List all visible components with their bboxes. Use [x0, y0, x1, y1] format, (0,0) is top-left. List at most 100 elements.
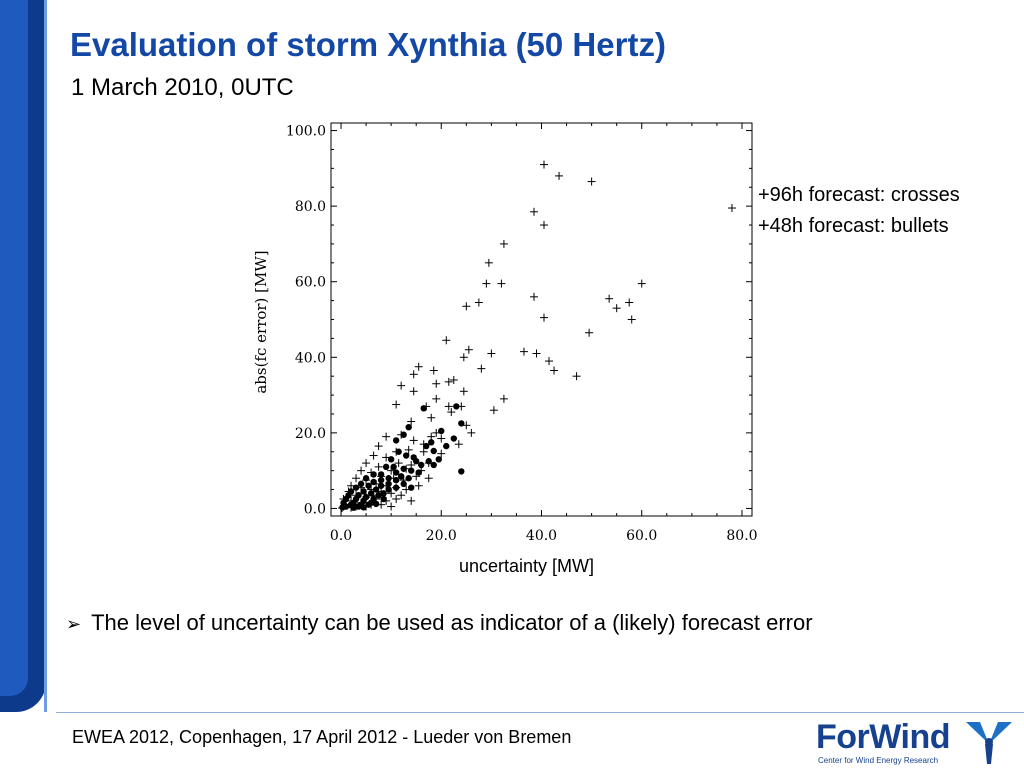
cross-point — [587, 177, 596, 186]
cross-point — [540, 313, 549, 322]
bullet-point-marker — [377, 476, 385, 484]
bullet-point-marker — [370, 478, 377, 486]
bullet-point-marker — [365, 482, 372, 489]
bullet-point-marker — [392, 476, 400, 484]
x-axis-label: uncertainty [MW] — [459, 556, 595, 576]
bullet-point-marker — [365, 501, 372, 508]
bullet-point-marker — [377, 471, 385, 478]
cross-point — [419, 447, 428, 456]
cross-point — [605, 294, 614, 303]
cross-point — [484, 258, 493, 267]
bullet-point-marker — [458, 420, 465, 427]
axis-ticks — [331, 123, 752, 516]
bullet-point-marker — [380, 495, 387, 503]
cross-point — [437, 434, 446, 443]
cross-point — [532, 349, 541, 358]
data-points — [338, 160, 736, 513]
cross-point — [387, 502, 396, 511]
x-tick-label: 60.0 — [626, 528, 657, 544]
bullet-point-marker — [372, 486, 380, 493]
bullet-point-marker — [420, 405, 427, 412]
bullet-point-marker — [362, 475, 370, 482]
bullet-point-marker — [415, 469, 422, 476]
cross-point — [444, 402, 453, 411]
bullet-point-marker — [372, 500, 380, 508]
cross-point — [414, 362, 423, 371]
bullet-point-marker — [400, 480, 407, 488]
cross-point — [585, 328, 594, 337]
cross-point — [627, 315, 636, 324]
bullet-point-marker — [380, 490, 387, 497]
bullet-point-marker — [397, 473, 405, 480]
cross-point — [550, 366, 559, 375]
bullet-point-marker — [407, 484, 415, 491]
cross-point — [444, 377, 453, 386]
cross-point — [374, 462, 383, 471]
bullet-point-marker — [377, 482, 385, 489]
bullet-point-marker — [435, 456, 442, 463]
cross-point — [429, 366, 438, 375]
cross-point — [625, 298, 634, 307]
cross-point — [357, 466, 366, 475]
cross-point — [459, 353, 468, 362]
cross-point — [459, 387, 468, 396]
bullet-point-marker — [355, 503, 362, 510]
cross-point — [555, 171, 564, 180]
forwind-logo: ForWind Center for Wind Energy Research — [816, 718, 1016, 766]
cross-point — [409, 387, 418, 396]
cross-point — [454, 440, 463, 449]
cross-point — [467, 428, 476, 437]
bullet-point-marker — [392, 469, 400, 476]
cross-point — [499, 239, 508, 248]
x-tick-label: 20.0 — [426, 528, 457, 544]
y-tick-label: 0.0 — [304, 501, 326, 517]
bullet-point-marker — [395, 448, 402, 455]
bullet-point-marker — [360, 504, 367, 511]
footer-text: EWEA 2012, Copenhagen, 17 April 2012 - L… — [72, 727, 572, 747]
cross-point — [409, 370, 418, 379]
plot-frame — [330, 122, 753, 517]
legend-crosses: +96h forecast: crosses — [758, 184, 960, 206]
cross-point — [352, 474, 361, 483]
y-tick-label: 100.0 — [286, 124, 326, 140]
cross-point — [727, 204, 736, 213]
bullet-point-marker — [387, 456, 395, 463]
cross-point — [529, 292, 538, 301]
bullet-point-marker — [385, 480, 392, 488]
bullet-point-marker — [370, 471, 377, 478]
slide-title: Evaluation of storm Xynthia (50 Hertz) — [70, 26, 666, 63]
logo-name: ForWind — [816, 718, 951, 756]
cross-point — [449, 375, 458, 384]
cross-point — [545, 357, 554, 366]
axis-tick-labels: 0.0 20.0 40.0 60.0 80.0 0.0 20.0 40.0 60.0 80.0 10… — [286, 124, 758, 544]
x-tick-label: 0.0 — [330, 528, 352, 544]
bullet-point-marker — [402, 452, 410, 459]
bullet-point-marker — [392, 437, 400, 444]
slide-subtitle: 1 March 2010, 0UTC — [71, 74, 294, 101]
bullet-point-marker — [430, 461, 437, 469]
cross-point — [392, 400, 401, 409]
cross-point — [462, 302, 471, 311]
cross-point — [432, 379, 441, 388]
legend-bullets: +48h forecast: bullets — [758, 215, 949, 237]
cross-point — [489, 406, 498, 415]
cross-point — [487, 349, 496, 358]
bullet-point-marker — [407, 467, 415, 474]
cross-point — [612, 304, 621, 313]
cross-point — [424, 474, 433, 483]
cross-point — [497, 279, 506, 288]
bullet-point-marker — [430, 447, 437, 455]
bullet-point-marker — [418, 461, 425, 469]
y-tick-label: 80.0 — [295, 199, 326, 215]
x-tick-label: 80.0 — [726, 528, 757, 544]
cross-point — [572, 372, 581, 381]
bullet-point-marker — [375, 492, 382, 499]
cross-point — [519, 347, 528, 356]
bullet-point-marker — [352, 484, 360, 491]
logo-tagline: Center for Wind Energy Research — [818, 756, 939, 765]
bullet-point-marker — [453, 403, 460, 410]
bullet-point-marker — [367, 490, 375, 497]
cross-point — [369, 451, 378, 460]
cross-point — [477, 364, 486, 373]
